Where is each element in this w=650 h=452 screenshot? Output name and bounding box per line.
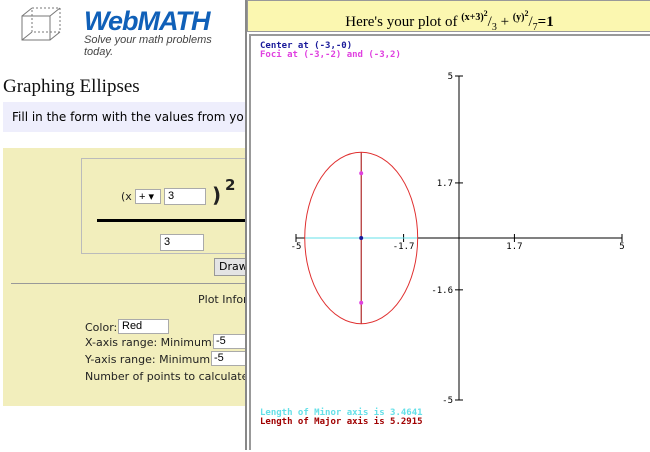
x-tick-label: -5 (291, 242, 302, 252)
center-point (359, 236, 364, 240)
x-offset-input[interactable]: 3 (164, 188, 206, 205)
x-tick-label: -1.7 (393, 242, 415, 252)
color-label: Color: (85, 321, 118, 334)
x-tick-label: 5 (619, 242, 624, 252)
y-tick-label: 1.7 (437, 179, 453, 189)
sign-select[interactable]: + ▾ (135, 189, 161, 204)
denominator-input[interactable]: 3 (160, 234, 204, 251)
plot-header: Here's your plot of (x+3)2/3 + (y)2/7=1 (247, 0, 650, 33)
color-select[interactable]: Red (118, 319, 169, 334)
center-text: Center at (-3,-0) (260, 41, 353, 51)
eq-y: (y) (512, 12, 525, 23)
minor-axis-text: Length of Minor axis is 3.4641 (260, 408, 423, 418)
points-label: Number of points to calculate a (85, 370, 245, 383)
x-tick-label: 1.7 (506, 242, 522, 252)
draw-button[interactable]: Draw (214, 258, 245, 276)
ellipse-curve (304, 151, 419, 325)
divider (11, 283, 245, 284)
close-paren: ) (212, 183, 222, 207)
foci-text: Foci at (-3,-2) and (-3,2) (260, 50, 401, 60)
plot-pane: Here's your plot of (x+3)2/3 + (y)2/7=1 … (245, 0, 650, 450)
webmath-logo[interactable]: WebMATH Solve your math problems today. (16, 4, 226, 58)
intro-text: Fill in the form with the values from yo (3, 102, 245, 132)
eq-x: (x+3) (461, 12, 484, 23)
xmin-input[interactable]: -5 (213, 334, 245, 349)
header-prefix: Here's your plot of (345, 14, 458, 30)
focus-point (359, 300, 364, 305)
cube-icon (21, 7, 61, 41)
eq-y-sq: 2 (524, 9, 529, 18)
major-axis-text: Length of Major axis is 5.2915 (260, 417, 423, 427)
eq-y-den: 7 (532, 22, 538, 33)
ellipse-chart: -5 -1.7 1.7 5 5 1.7 -1.6 -5 (291, 72, 625, 406)
plot-area: Center at (-3,-0) Foci at (-3,-2) and (-… (249, 34, 650, 450)
y-tick-label: -5 (442, 396, 453, 406)
x-prefix: (x (121, 190, 132, 203)
eq-x-sq: 2 (483, 9, 488, 18)
ymin-input[interactable]: -5 (211, 351, 245, 366)
page-title: Graphing Ellipses (3, 76, 140, 97)
equation-box: (x + ▾ 3 ) 2 3 (81, 158, 245, 254)
y-tick-label: -1.6 (431, 286, 453, 296)
y-tick-label: 5 (448, 72, 453, 82)
yrange-label: Y-axis range: Minimum: (85, 353, 214, 366)
ellipse-form: (x + ▾ 3 ) 2 3 Draw Plot Infor Color: Re… (3, 148, 245, 406)
eq-plus: + (500, 14, 510, 30)
plot-info-heading: Plot Infor (198, 293, 245, 306)
exponent: 2 (225, 176, 236, 194)
logo-title: WebMATH (84, 6, 210, 36)
fraction-bar (97, 219, 245, 222)
left-pane: WebMATH Solve your math problems today. … (0, 0, 245, 450)
eq-x-den: 3 (491, 22, 497, 33)
logo-subtitle: Solve your math problems today. (84, 34, 212, 58)
eq-rhs: =1 (537, 14, 554, 30)
focus-point (359, 171, 364, 176)
xrange-label: X-axis range: Minimum: (85, 336, 216, 349)
